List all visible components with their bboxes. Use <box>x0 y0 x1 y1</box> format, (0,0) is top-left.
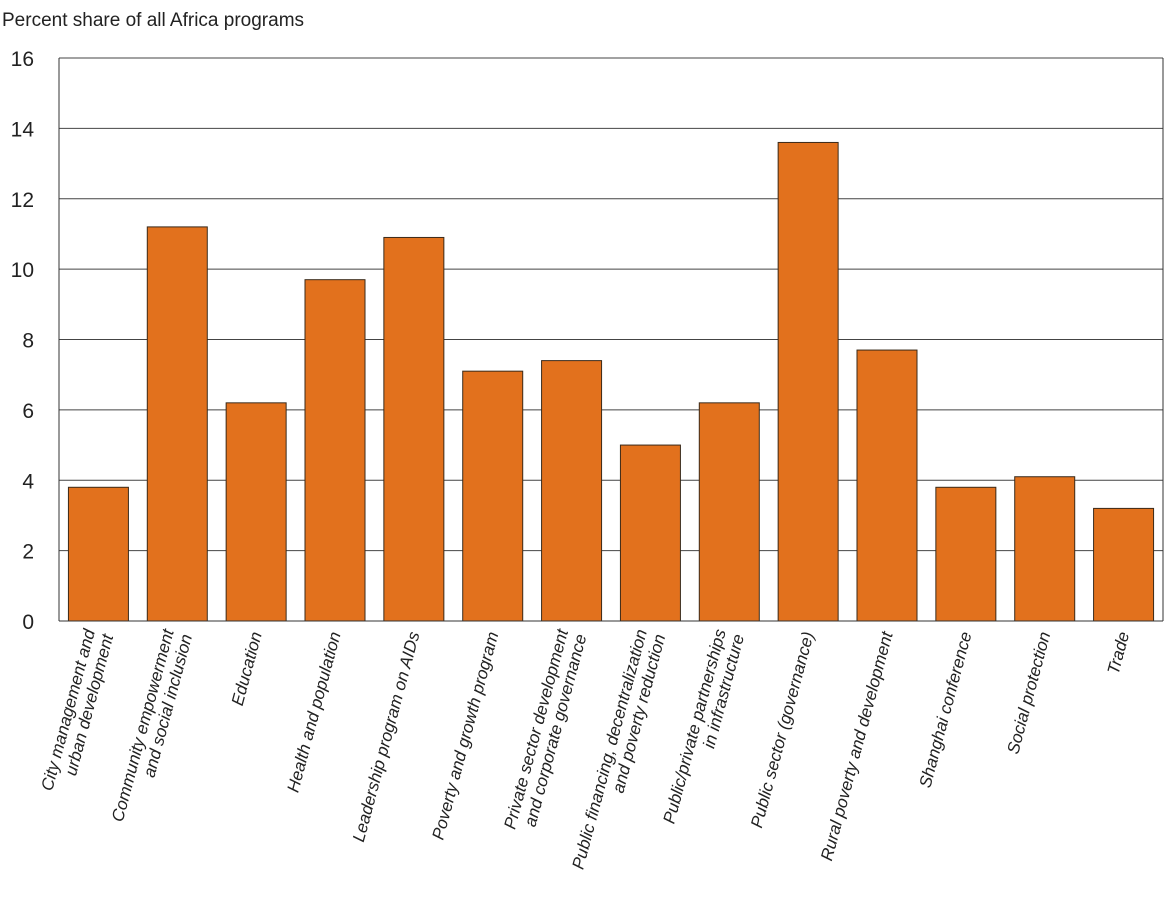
bar <box>777 141 839 622</box>
y-axis-unit-label: Percent share of all Africa programs <box>2 10 304 31</box>
y-tick-label: 2 <box>22 541 34 564</box>
x-category-label: Education <box>228 630 266 708</box>
bar <box>462 370 524 622</box>
bar <box>304 279 366 622</box>
gridlines <box>59 57 1163 552</box>
x-category-label: Social protection <box>1003 630 1054 756</box>
bar <box>619 444 681 622</box>
x-category-label-line: Shanghai conference <box>916 630 976 790</box>
bar <box>146 226 208 622</box>
x-category-label-line: Leadership program on AIDs <box>349 629 424 844</box>
axes <box>58 58 1164 622</box>
x-category-label-line: Public sector (governance) <box>747 630 818 830</box>
bar <box>1093 507 1155 622</box>
bar <box>541 360 603 622</box>
y-tick-label: 14 <box>11 118 35 141</box>
x-category-label: Leadership program on AIDs <box>349 629 424 844</box>
y-tick-label: 12 <box>11 189 34 212</box>
y-tick-label: 4 <box>22 470 34 493</box>
x-category-label-line: Social protection <box>1003 630 1054 756</box>
bar <box>225 402 287 622</box>
bar <box>1014 476 1076 622</box>
bar <box>698 402 760 622</box>
bar <box>383 236 445 622</box>
x-category-label: Poverty and growth program <box>429 630 503 842</box>
x-category-label: Health and population <box>283 630 344 795</box>
x-category-label-line: Poverty and growth program <box>429 630 503 842</box>
y-tick-label: 6 <box>22 400 34 423</box>
x-category-label: Public sector (governance) <box>747 630 818 830</box>
bars <box>67 141 1155 622</box>
x-category-label-line: Trade <box>1104 630 1134 677</box>
x-category-label: Rural poverty and development <box>817 628 897 862</box>
x-category-label-line: Rural poverty and development <box>817 628 897 862</box>
x-category-label-line: Health and population <box>283 630 344 795</box>
x-category-label: Trade <box>1104 630 1134 677</box>
y-tick-label: 0 <box>22 611 34 634</box>
y-tick-label: 16 <box>11 48 34 71</box>
x-category-label: Shanghai conference <box>916 630 976 790</box>
bar <box>856 349 918 622</box>
bar <box>67 486 129 622</box>
y-axis-ticks: 0 2 4 6 8 10 12 14 16 <box>11 48 35 634</box>
x-category-label-line: Education <box>228 630 266 708</box>
y-tick-label: 10 <box>11 259 34 282</box>
y-tick-label: 8 <box>22 330 34 353</box>
bar <box>935 486 997 622</box>
